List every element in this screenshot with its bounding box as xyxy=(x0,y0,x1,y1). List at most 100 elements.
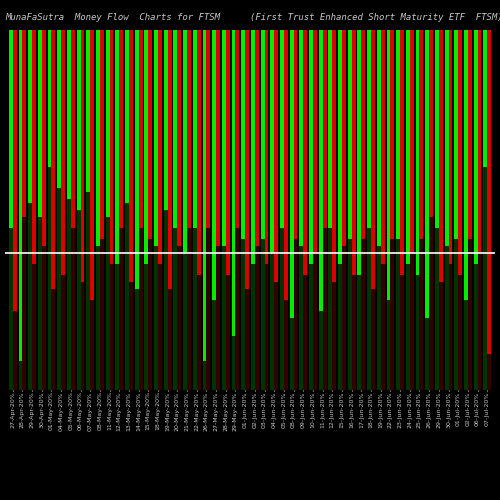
Bar xyxy=(362,30,365,239)
Bar xyxy=(138,30,142,390)
Bar xyxy=(313,30,317,253)
Bar xyxy=(290,30,294,390)
Bar xyxy=(236,30,240,390)
Bar xyxy=(439,30,442,282)
Bar xyxy=(406,30,410,264)
Bar xyxy=(309,30,313,390)
Bar xyxy=(386,30,390,390)
Bar xyxy=(61,30,65,390)
Bar xyxy=(448,30,452,264)
Bar xyxy=(313,30,317,390)
Bar xyxy=(300,30,304,246)
Bar xyxy=(216,30,220,390)
Bar xyxy=(468,30,472,239)
Bar xyxy=(454,30,458,390)
Bar xyxy=(386,30,390,300)
Bar xyxy=(232,30,235,336)
Bar xyxy=(196,30,200,275)
Bar xyxy=(332,30,336,390)
Bar xyxy=(400,30,404,275)
Bar xyxy=(183,30,187,253)
Bar xyxy=(196,30,200,390)
Bar xyxy=(52,30,56,289)
Bar xyxy=(322,30,326,390)
Bar xyxy=(332,30,336,282)
Bar xyxy=(96,30,100,390)
Bar xyxy=(154,30,158,246)
Bar xyxy=(377,30,380,390)
Bar xyxy=(458,30,462,275)
Bar xyxy=(367,30,371,390)
Bar xyxy=(164,30,168,390)
Bar xyxy=(380,30,384,390)
Bar xyxy=(148,30,152,390)
Bar xyxy=(90,30,94,390)
Bar xyxy=(226,30,230,275)
Bar xyxy=(371,30,375,289)
Bar xyxy=(444,30,448,246)
Bar xyxy=(319,30,322,390)
Bar xyxy=(426,30,429,390)
Bar xyxy=(400,30,404,390)
Bar xyxy=(216,30,220,246)
Bar xyxy=(484,30,488,167)
Bar xyxy=(416,30,420,390)
Bar xyxy=(28,30,32,390)
Bar xyxy=(236,30,240,228)
Bar xyxy=(232,30,235,390)
Bar xyxy=(416,30,420,275)
Bar xyxy=(158,30,162,390)
Bar xyxy=(61,30,65,275)
Bar xyxy=(410,30,414,253)
Bar xyxy=(435,30,439,228)
Bar xyxy=(110,30,114,390)
Bar xyxy=(158,30,162,264)
Bar xyxy=(120,30,123,390)
Bar xyxy=(448,30,452,390)
Bar xyxy=(32,30,36,264)
Bar xyxy=(12,30,16,390)
Bar xyxy=(9,30,13,228)
Bar xyxy=(148,30,152,239)
Bar xyxy=(168,30,172,289)
Bar xyxy=(193,30,196,390)
Bar xyxy=(58,30,61,390)
Bar xyxy=(352,30,356,275)
Bar xyxy=(38,30,42,390)
Bar xyxy=(138,30,142,228)
Bar xyxy=(222,30,226,390)
Bar xyxy=(396,30,400,239)
Bar xyxy=(420,30,424,390)
Bar xyxy=(129,30,133,282)
Bar xyxy=(280,30,284,228)
Bar xyxy=(270,30,274,253)
Bar xyxy=(439,30,442,390)
Bar xyxy=(352,30,356,390)
Bar xyxy=(458,30,462,390)
Bar xyxy=(96,30,100,246)
Bar xyxy=(260,30,264,390)
Bar xyxy=(300,30,304,390)
Bar xyxy=(174,30,178,390)
Bar xyxy=(284,30,288,390)
Bar xyxy=(38,30,42,217)
Bar xyxy=(212,30,216,300)
Bar xyxy=(120,30,123,228)
Bar xyxy=(76,30,80,390)
Bar xyxy=(371,30,375,390)
Bar xyxy=(377,30,380,246)
Bar xyxy=(18,30,22,390)
Bar xyxy=(304,30,307,390)
Bar xyxy=(348,30,352,390)
Bar xyxy=(174,30,178,228)
Bar xyxy=(9,30,13,390)
Bar xyxy=(71,30,74,390)
Bar xyxy=(18,30,22,361)
Bar xyxy=(154,30,158,390)
Bar xyxy=(110,30,114,264)
Bar xyxy=(125,30,129,203)
Bar xyxy=(135,30,138,289)
Bar xyxy=(187,30,191,228)
Bar xyxy=(67,30,71,390)
Bar xyxy=(245,30,249,289)
